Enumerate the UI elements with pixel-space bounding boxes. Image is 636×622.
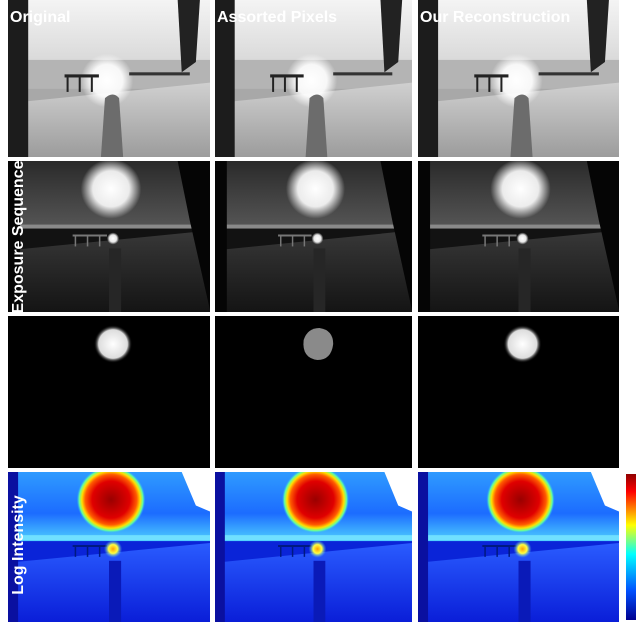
image-panel	[8, 466, 210, 622]
image-grid	[8, 0, 619, 622]
column-title: Original	[10, 9, 70, 26]
image-panel	[8, 316, 210, 468]
image-panel	[215, 316, 412, 468]
image-panel	[418, 316, 619, 468]
row-label: Log Intensity	[10, 495, 27, 595]
image-panel	[215, 159, 412, 312]
column-title: Our Reconstruction	[420, 9, 570, 26]
figure: Original Assorted Pixels Our Reconstructio…	[0, 0, 636, 622]
row-label: Exposure Sequence	[10, 160, 27, 313]
image-panel	[418, 159, 619, 312]
image-panel	[215, 466, 412, 622]
column-title: Assorted Pixels	[217, 9, 337, 26]
colorbar	[626, 474, 636, 620]
image-panel	[8, 159, 210, 312]
image-panel	[418, 466, 619, 622]
